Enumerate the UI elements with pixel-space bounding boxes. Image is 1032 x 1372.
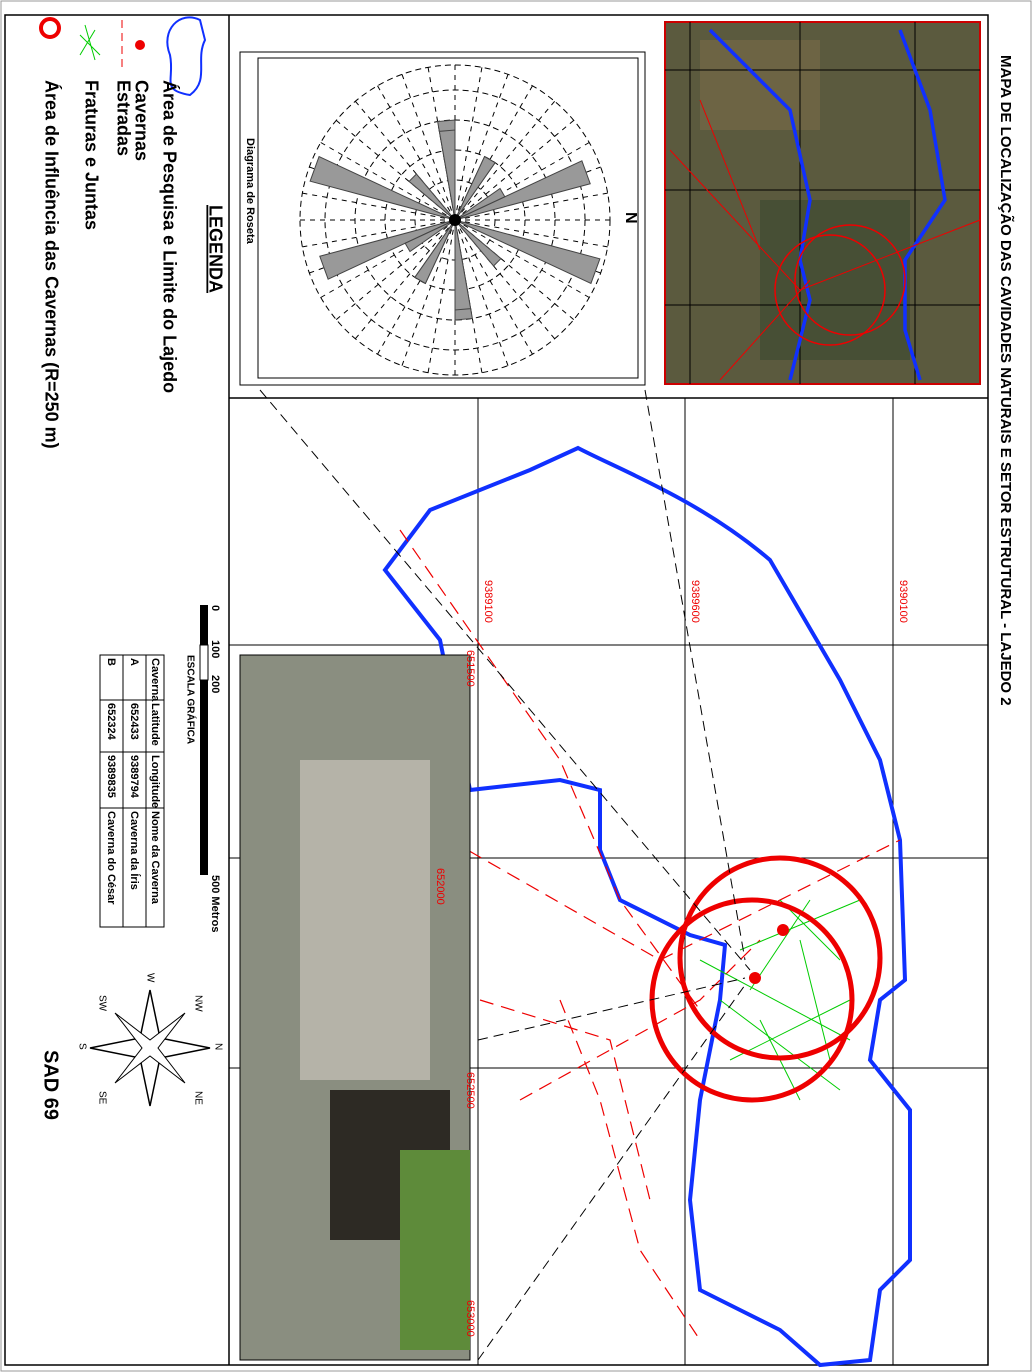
table-cell: B [105,658,117,666]
legend-item: Área de Influência das Cavernas (R=250 m… [41,80,62,449]
rose-frame [240,52,645,385]
rose-north: N [622,212,639,224]
map-title: MAPA DE LOCALIZAÇÃO DAS CAVIDADES NATURA… [997,55,1015,706]
photo-vegetation [400,1150,470,1350]
table-cell: Caverna do César [105,811,117,905]
legend-item: Área de Pesquisa e Limite do Lajedo [159,80,180,393]
satellite-inset [665,22,980,384]
compass-label: N [212,1043,223,1050]
rose-title: Diagrama de Roseta [244,138,256,245]
table-header-cell: Caverna [149,658,161,702]
map-sheet: MAPA DE LOCALIZAÇÃO DAS CAVIDADES NATURA… [0,0,1032,1372]
datum-label: SAD 69 [40,1050,62,1120]
easting-label: 652000 [434,868,446,905]
northing-label: 9389600 [689,580,701,623]
table-cell: A [128,658,140,666]
satellite-patch [700,40,820,130]
scale-caption: ESCALA GRÁFICA [184,655,197,744]
photo-rock [300,760,430,1080]
northing-label: 9390100 [897,580,909,623]
legend-item: Estradas [113,80,133,156]
compass-label: SE [96,1091,107,1105]
legend-heading: LEGENDA [205,205,225,293]
scale-tick-label: 100 [209,640,221,658]
northing-label: 9389100 [482,580,494,623]
compass-label: NW [192,995,203,1012]
cave [777,924,789,936]
compass-label: W [144,973,155,983]
table-cell: Caverna da Íris [128,811,141,890]
table-header-cell: Nome da Caverna [149,811,161,905]
table-header-cell: Latitude [149,703,161,746]
legend-item: Fraturas e Juntas [81,80,101,230]
table-cell: 9389835 [105,755,117,798]
scale-end-label: 500 Metros [209,875,221,932]
scale-tick-label: 0 [209,605,221,611]
page: {"header": {"title": "MAPA DE LOCALIZAÇÃ… [0,0,1032,1372]
legend-item: Cavernas [131,80,151,161]
scale-tick-label: 200 [209,675,221,693]
easting-label: 652500 [464,1072,476,1109]
table-cell: 652324 [105,703,117,741]
table-cell: 9389794 [128,755,140,799]
compass-label: NE [192,1091,203,1105]
easting-label: 651500 [464,650,476,687]
satellite-patch [760,200,910,360]
rose-diagram [240,52,645,385]
cave [749,972,761,984]
compass-label: SW [96,995,107,1012]
legend-cave-symbol [135,40,145,50]
compass-label: S [76,1043,87,1050]
table-header-cell: Longitude [149,755,161,808]
easting-label: 653000 [464,1300,476,1337]
rose-center [449,214,461,226]
table-cell: 652433 [128,703,140,740]
scale-bar [200,605,208,875]
